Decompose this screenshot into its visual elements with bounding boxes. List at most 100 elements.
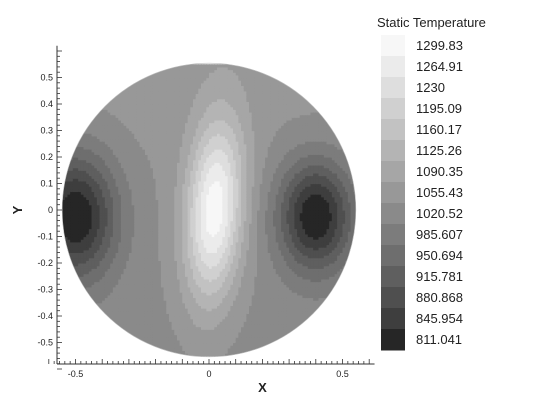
contour-cell (112, 225, 117, 230)
contour-cell (102, 207, 106, 211)
contour-cell (176, 321, 181, 325)
contour-cell (192, 114, 197, 118)
contour-cell (112, 130, 117, 134)
contour-cell (182, 122, 186, 126)
contour-cell (182, 239, 186, 243)
contour-cell (96, 210, 101, 214)
contour-cell (96, 286, 101, 291)
contour-cell (184, 180, 189, 185)
contour-cell (62, 175, 66, 179)
contour-cell (152, 88, 157, 92)
contour-cell (72, 202, 77, 206)
contour-cell (176, 292, 181, 296)
contour-cell (102, 133, 106, 137)
contour-cell (144, 260, 149, 264)
contour-cell (110, 204, 114, 208)
contour-cell (120, 133, 125, 137)
contour-cell (152, 135, 157, 140)
contour-cell (126, 207, 130, 211)
contour-cell (144, 316, 149, 320)
contour-cell (94, 133, 98, 137)
contour-cell (168, 146, 173, 150)
contour-cell (144, 127, 149, 132)
contour-cell (160, 241, 165, 246)
contour-cell (139, 117, 143, 121)
contour-cell (144, 88, 149, 92)
contour-cell (75, 257, 79, 261)
contour-cell (80, 210, 85, 214)
contour-cell (192, 149, 197, 153)
contour-cell (72, 239, 77, 243)
contour-cell (134, 247, 138, 251)
contour-cell (123, 117, 127, 121)
contour-cell (112, 247, 117, 251)
contour-cell (142, 297, 146, 301)
contour-cell (166, 294, 170, 299)
contour-cell (136, 111, 141, 116)
contour-cell (126, 310, 130, 314)
contour-cell (176, 199, 181, 203)
contour-cell (80, 257, 85, 261)
contour-cell (118, 119, 122, 124)
contour-cell (182, 149, 186, 153)
contour-cell (192, 331, 197, 336)
contour-cell (115, 265, 119, 269)
contour-cell (184, 207, 189, 211)
contour-cell (131, 263, 135, 267)
contour-cell (118, 217, 122, 222)
contour-cell (182, 133, 186, 137)
contour-cell (88, 268, 93, 272)
contour-cell (72, 220, 77, 224)
contour-cell (152, 215, 157, 219)
contour-cell (70, 215, 74, 219)
contour-cell (160, 188, 165, 193)
contour-cell (190, 133, 194, 137)
contour-cell (110, 310, 114, 314)
contour-cell (126, 231, 130, 235)
contour-cell (155, 337, 159, 341)
contour-cell (139, 90, 143, 94)
contour-cell (179, 106, 183, 110)
contour-cell (190, 101, 194, 105)
contour-cell (190, 334, 194, 338)
contour-cell (155, 215, 159, 219)
contour-cell (126, 172, 130, 177)
contour-cell (96, 202, 101, 206)
contour-cell (94, 135, 98, 140)
contour-cell (187, 260, 191, 264)
contour-cell (80, 162, 85, 166)
contour-cell (134, 88, 138, 92)
contour-cell (96, 167, 101, 171)
contour-cell (147, 143, 151, 147)
contour-cell (155, 228, 159, 232)
contour-cell (142, 109, 146, 113)
contour-cell (120, 321, 125, 325)
contour-cell (155, 98, 159, 102)
contour-cell (86, 284, 90, 288)
contour-cell (102, 111, 106, 116)
contour-cell (107, 125, 111, 129)
contour-cell (192, 154, 197, 158)
contour-cell (147, 186, 151, 190)
contour-cell (104, 119, 109, 124)
contour-cell (120, 180, 125, 185)
contour-cell (131, 215, 135, 219)
contour-cell (176, 167, 181, 171)
contour-cell (128, 268, 133, 272)
contour-cell (166, 347, 170, 352)
contour-cell (158, 178, 162, 182)
contour-cell (182, 66, 186, 71)
contour-cell (99, 204, 103, 208)
contour-cell (150, 321, 154, 325)
contour-cell (70, 196, 74, 200)
contour-cell (198, 342, 202, 346)
contour-cell (168, 167, 173, 171)
contour-cell (131, 265, 135, 269)
contour-cell (88, 265, 93, 269)
contour-cell (179, 74, 183, 79)
contour-cell (78, 151, 82, 155)
contour-cell (123, 236, 127, 240)
contour-cell (176, 289, 181, 293)
contour-cell (128, 93, 133, 97)
contour-cell (126, 122, 130, 126)
